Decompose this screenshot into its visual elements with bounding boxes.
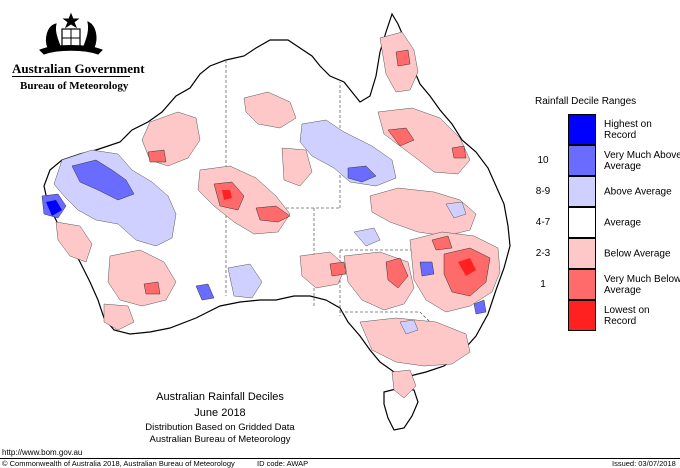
- legend-item-below: Below Average: [568, 238, 671, 269]
- footer-id-code: ID code: AWAP: [257, 459, 309, 468]
- footer-copyright: © Commonwealth of Australia 2018, Austra…: [2, 459, 235, 468]
- footer-issued-date: Issued: 03/07/2018: [612, 459, 676, 468]
- legend-swatch: [568, 207, 596, 238]
- below-average-regions: [55, 31, 501, 399]
- legend-label: Lowest on Record: [604, 304, 650, 327]
- legend-item-very-much-below: Very Much Below Average: [568, 269, 680, 300]
- legend-item-above: Above Average: [568, 176, 672, 207]
- legend-label: Very Much Below Average: [604, 273, 680, 296]
- government-title: Australian Government: [12, 61, 145, 76]
- legend-swatch: [568, 269, 596, 300]
- legend-item-average: Average: [568, 207, 668, 238]
- legend-swatch: [568, 300, 596, 331]
- legend-label: Above Average: [604, 186, 672, 197]
- footer-url: http://www.bom.gov.au: [2, 448, 83, 457]
- legend-label: Average: [604, 217, 642, 228]
- bureau-title: Bureau of Meteorology: [20, 80, 129, 92]
- map-title: Australian Rainfall Deciles: [156, 391, 284, 403]
- legend-item-lowest: Lowest on Record: [568, 300, 668, 331]
- legend-decile-8-9: 8-9: [535, 186, 551, 197]
- very-much-above-average-regions: [41, 159, 487, 315]
- map-subtitle: Distribution Based on Gridded Data: [145, 422, 295, 433]
- legend-swatch: [568, 176, 596, 207]
- legend-swatch: [568, 238, 596, 269]
- legend-title: Rainfall Decile Ranges: [535, 96, 637, 107]
- header-divider: [12, 76, 130, 77]
- lowest-on-record-regions: [222, 190, 476, 276]
- map-period: June 2018: [194, 407, 246, 419]
- highest-on-record-region: [46, 200, 62, 216]
- legend-decile-1: 1: [540, 279, 546, 290]
- legend-label: Highest on Record: [604, 118, 652, 141]
- legend-label: Below Average: [604, 248, 671, 259]
- legend-decile-2-3: 2-3: [535, 248, 551, 259]
- legend-item-highest: Highest on Record: [568, 114, 668, 145]
- legend-item-very-much-above: Very Much Above Average: [568, 145, 680, 176]
- legend-swatch: [568, 114, 596, 145]
- coat-of-arms-icon: [39, 12, 103, 55]
- map-source: Australian Bureau of Meteorology: [149, 434, 291, 445]
- legend-decile-10: 10: [537, 155, 549, 166]
- legend-swatch: [568, 145, 596, 176]
- legend-label: Very Much Above Average: [604, 149, 680, 172]
- footer-divider: [0, 458, 680, 459]
- legend-decile-4-7: 4-7: [535, 217, 551, 228]
